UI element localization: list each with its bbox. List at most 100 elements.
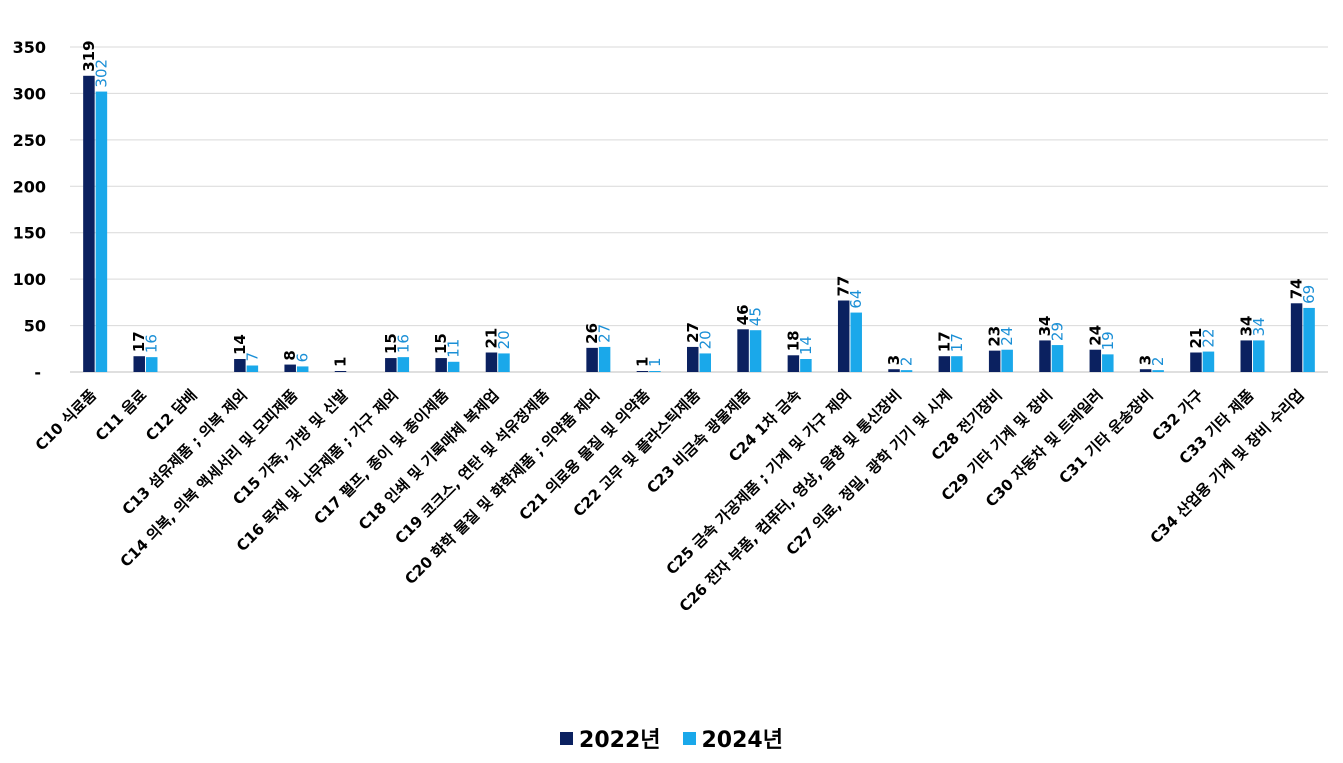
data-label-2022: 14 bbox=[231, 334, 249, 355]
bar-2022 bbox=[133, 356, 145, 372]
data-label-2024: 34 bbox=[1250, 317, 1268, 336]
bar-2022 bbox=[83, 75, 95, 373]
bar-2022 bbox=[1139, 369, 1152, 372]
y-tick-label: 200 bbox=[13, 177, 46, 196]
data-label-2022: 15 bbox=[432, 333, 450, 354]
data-label-2024: 2 bbox=[1149, 357, 1167, 367]
bar-2024 bbox=[900, 370, 913, 372]
y-tick-label: 100 bbox=[13, 270, 46, 289]
legend-item-2022: 2022년 bbox=[560, 722, 661, 754]
bar-2024 bbox=[95, 91, 108, 373]
data-label-2024: 11 bbox=[445, 339, 463, 358]
bar-2024 bbox=[850, 312, 862, 372]
bar-2022 bbox=[1240, 340, 1253, 372]
y-axis-ticks: - 50 100 150 200 250 300 350 bbox=[13, 38, 46, 382]
bar-2024 bbox=[951, 356, 963, 372]
data-label-2024: 16 bbox=[394, 334, 412, 353]
data-label-2022: 24 bbox=[1086, 325, 1104, 346]
data-label-2024: 7 bbox=[243, 352, 261, 362]
data-label-2022: 23 bbox=[986, 326, 1004, 347]
bar-2024 bbox=[397, 357, 410, 372]
bar-2024 bbox=[1202, 351, 1215, 372]
bar-2024 bbox=[1303, 307, 1315, 372]
data-label-2024: 27 bbox=[596, 324, 614, 343]
bar-2022 bbox=[334, 371, 347, 372]
data-label-2022: 8 bbox=[281, 350, 299, 360]
legend-swatch-2024 bbox=[682, 731, 696, 745]
data-label-2024: 19 bbox=[1099, 331, 1117, 350]
data-label-2022: 74 bbox=[1288, 278, 1306, 299]
bar-2022 bbox=[485, 352, 498, 372]
legend-label-2022: 2022년 bbox=[579, 728, 661, 753]
data-label-2022: 17 bbox=[130, 331, 148, 352]
data-label-2024: 69 bbox=[1300, 285, 1318, 304]
x-category-label: C14 의복, 의복 액세서리 및 모피제품 bbox=[117, 386, 302, 571]
bar-2022 bbox=[1190, 352, 1202, 372]
bar-2022 bbox=[284, 364, 296, 372]
y-tick-label: 150 bbox=[13, 224, 46, 243]
bar-2024 bbox=[296, 366, 309, 372]
data-label-2022: 21 bbox=[482, 328, 500, 349]
bar-2022 bbox=[737, 329, 749, 372]
y-tick-label: 300 bbox=[13, 84, 46, 103]
data-label-2024: 6 bbox=[294, 353, 312, 363]
bar-2022 bbox=[1089, 349, 1102, 372]
data-label-2024: 302 bbox=[92, 59, 110, 88]
data-label-2022: 27 bbox=[684, 322, 702, 343]
x-category-label: C31 기타 운송장비 bbox=[1055, 386, 1156, 487]
data-label-2022: 18 bbox=[784, 330, 802, 351]
bar-2024 bbox=[145, 357, 158, 372]
data-label-2024: 45 bbox=[747, 307, 765, 326]
bar-2024 bbox=[1253, 340, 1265, 372]
legend-label-2024: 2024년 bbox=[701, 728, 783, 753]
bar-2024 bbox=[749, 330, 762, 372]
bar-2022 bbox=[435, 358, 447, 372]
bar-2024 bbox=[1051, 345, 1064, 372]
data-label-2022: 319 bbox=[80, 40, 98, 71]
bar-2022 bbox=[385, 358, 397, 372]
bar-2024 bbox=[1152, 370, 1164, 372]
data-label-2022: 34 bbox=[1237, 316, 1255, 337]
x-category-label: C10 식료품 bbox=[32, 386, 100, 454]
data-label-2022: 46 bbox=[734, 304, 752, 325]
data-label-2022: 1 bbox=[332, 357, 350, 367]
bar-2022 bbox=[1290, 303, 1303, 372]
data-label-2024: 20 bbox=[495, 330, 513, 349]
y-tick-label: - bbox=[34, 363, 41, 382]
data-label-2022: 3 bbox=[1137, 355, 1155, 365]
data-label-2022: 1 bbox=[633, 357, 651, 367]
bar-2024 bbox=[447, 361, 460, 372]
legend-swatch-2022 bbox=[560, 731, 574, 745]
data-label-2022: 34 bbox=[1036, 316, 1054, 337]
bar-2022 bbox=[234, 359, 246, 372]
data-label-2024: 2 bbox=[898, 357, 916, 367]
bar-2024 bbox=[1001, 349, 1013, 372]
bar-2022 bbox=[586, 347, 598, 372]
data-label-2024: 29 bbox=[1048, 322, 1066, 341]
bar-2022 bbox=[787, 355, 800, 372]
y-tick-label: 350 bbox=[13, 38, 46, 57]
data-label-2024: 22 bbox=[1199, 328, 1217, 347]
bar-2022 bbox=[687, 346, 699, 372]
y-tick-label: 50 bbox=[24, 317, 46, 336]
data-label-2022: 17 bbox=[935, 331, 953, 352]
data-label-2022: 26 bbox=[583, 323, 601, 344]
data-label-2024: 24 bbox=[998, 327, 1016, 346]
bar-2024 bbox=[649, 371, 661, 372]
bar-2024 bbox=[699, 353, 711, 372]
data-label-2024: 64 bbox=[847, 289, 865, 308]
bars bbox=[83, 75, 1315, 373]
bar-2022 bbox=[636, 371, 649, 372]
data-label-2024: 16 bbox=[143, 334, 161, 353]
data-label-2022: 15 bbox=[382, 333, 400, 354]
bar-2022 bbox=[888, 369, 900, 372]
gridlines bbox=[70, 46, 1328, 373]
bar-2022 bbox=[1039, 340, 1051, 372]
y-tick-label: 250 bbox=[13, 131, 46, 150]
bar-2022 bbox=[938, 356, 951, 372]
data-label-2022: 21 bbox=[1187, 328, 1205, 349]
bar-2024 bbox=[498, 353, 510, 372]
